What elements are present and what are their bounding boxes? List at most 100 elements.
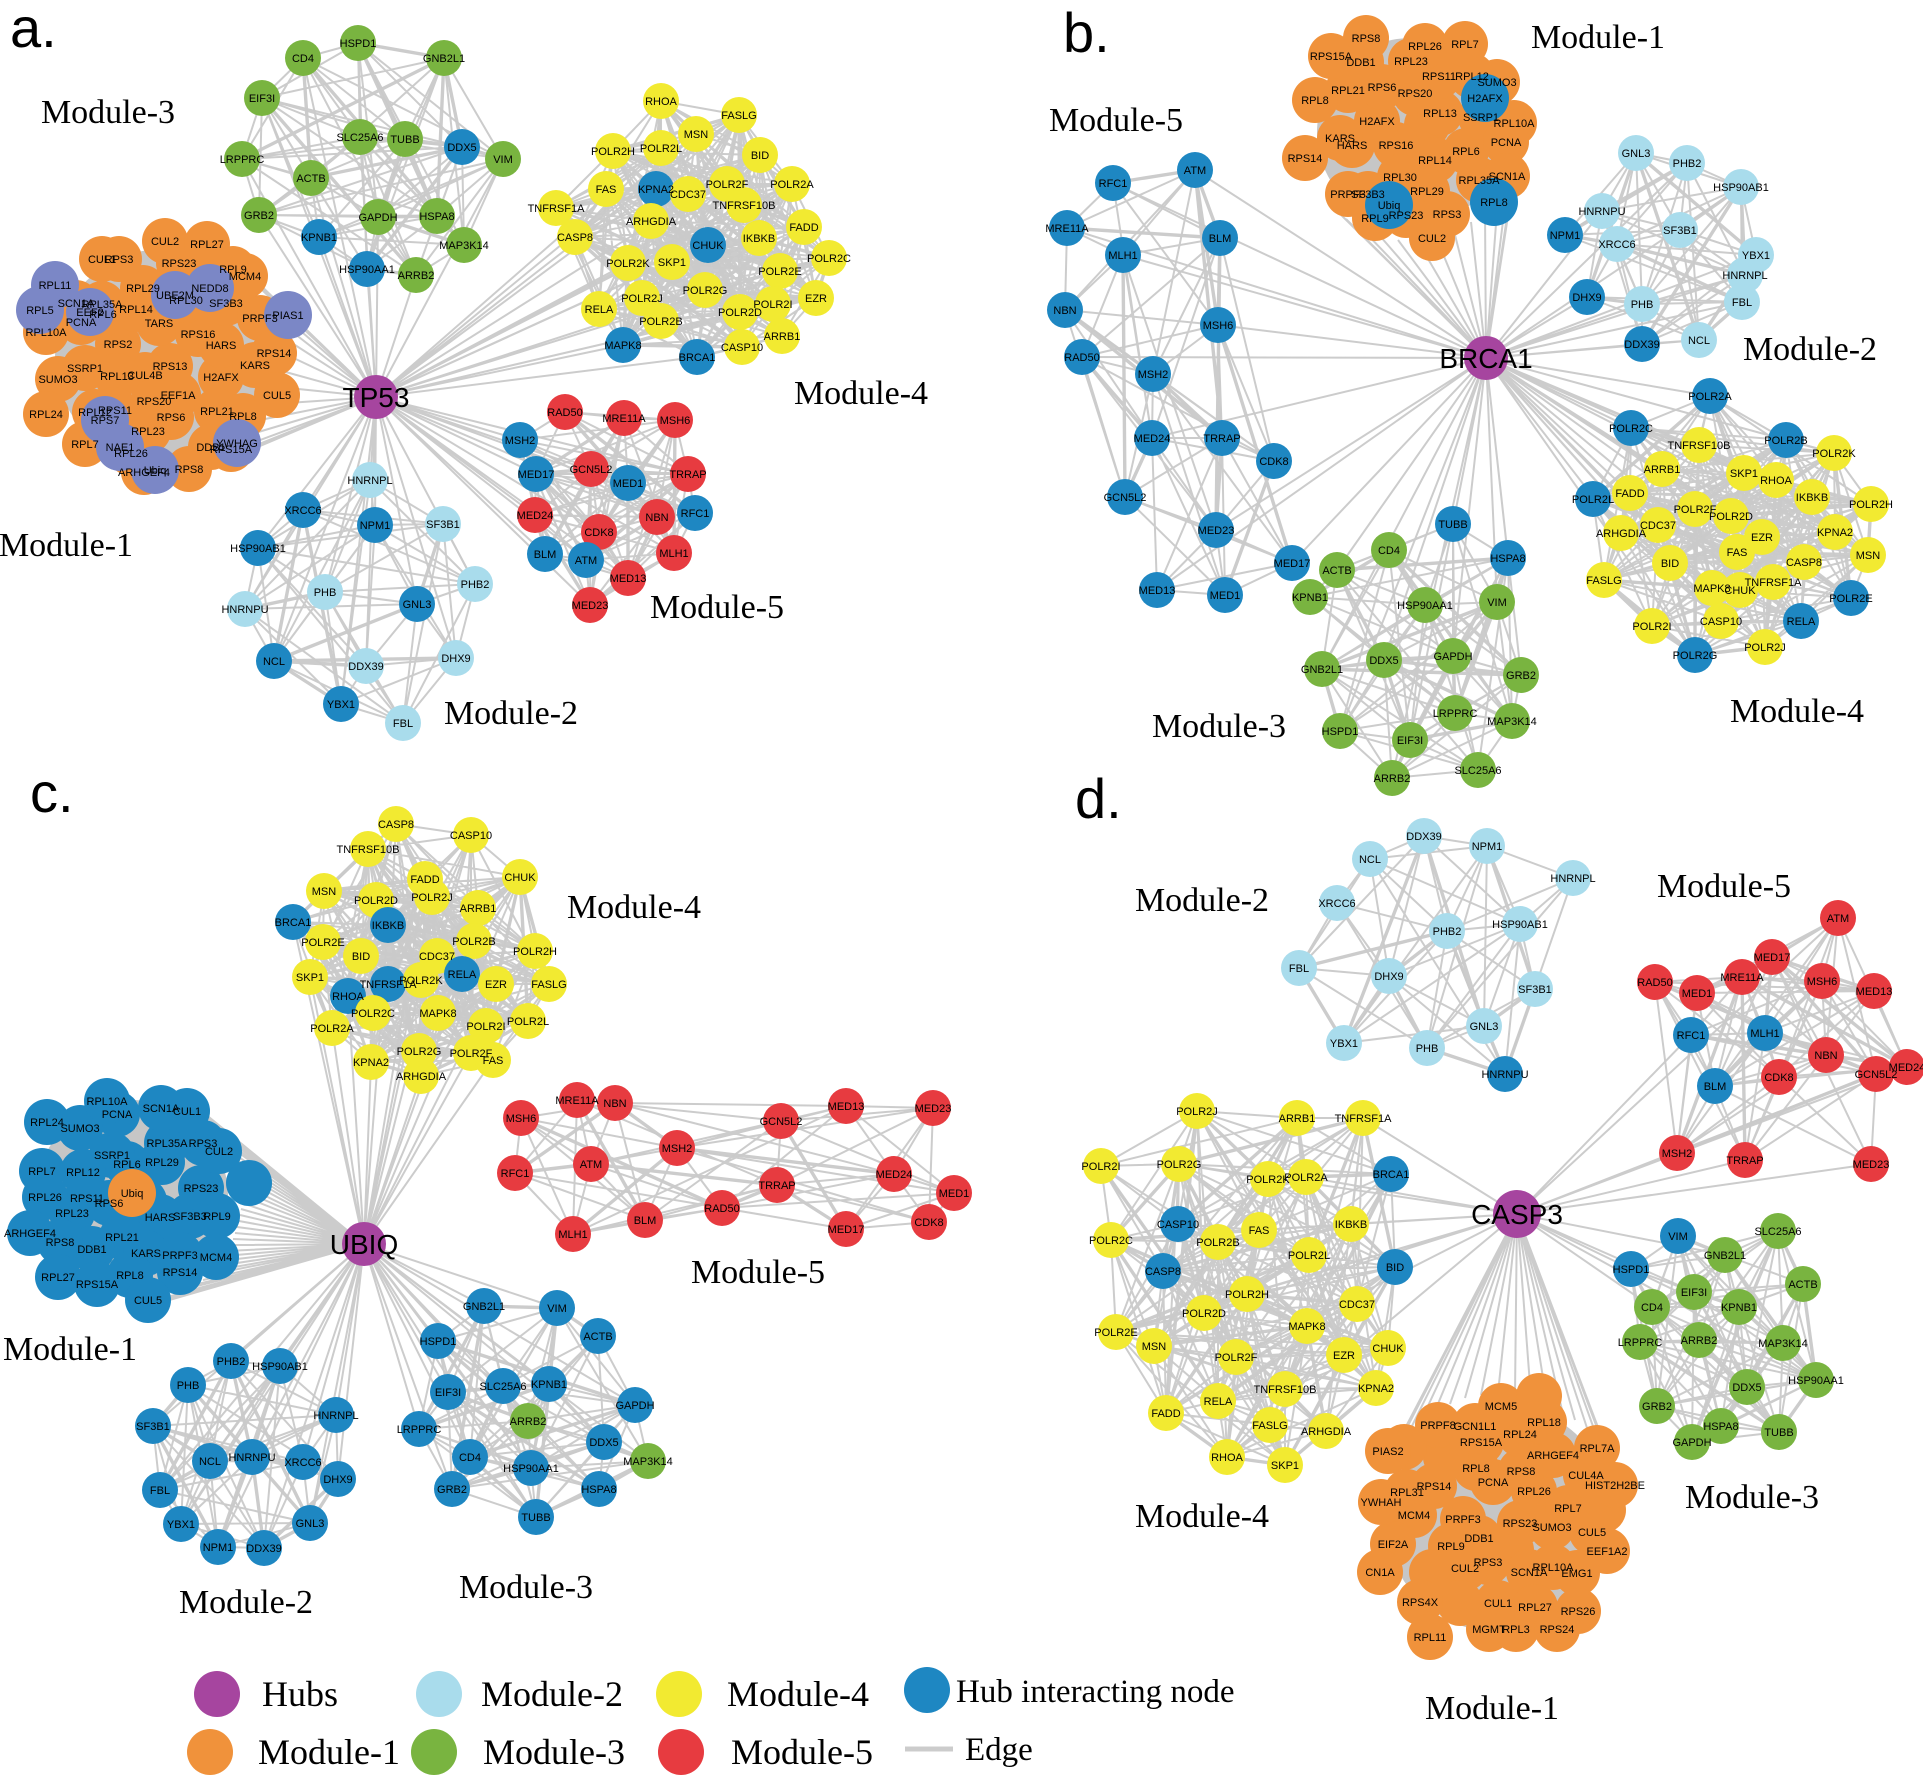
svg-text:HSP90AA1: HSP90AA1 [503, 1463, 559, 1475]
svg-text:ARRB1: ARRB1 [460, 903, 497, 915]
svg-text:BID: BID [352, 951, 370, 963]
svg-text:MSN: MSN [312, 886, 337, 898]
svg-text:BID: BID [1661, 558, 1679, 570]
svg-text:HARS: HARS [1337, 140, 1368, 152]
svg-text:CASP8: CASP8 [1786, 557, 1822, 569]
svg-text:IKBKB: IKBKB [1796, 492, 1828, 504]
svg-text:GCN5L2: GCN5L2 [1855, 1069, 1898, 1081]
svg-text:CDK8: CDK8 [1259, 456, 1288, 468]
svg-text:BID: BID [751, 150, 769, 162]
svg-text:CASP10: CASP10 [1157, 1219, 1199, 1231]
svg-text:RAD50: RAD50 [1064, 352, 1099, 364]
svg-text:NPM1: NPM1 [203, 1542, 234, 1554]
svg-text:RPL27: RPL27 [41, 1272, 75, 1284]
svg-text:HNRNPL: HNRNPL [347, 475, 392, 487]
svg-text:DDB1: DDB1 [1464, 1533, 1493, 1545]
svg-text:HNRNPL: HNRNPL [1550, 873, 1595, 885]
svg-text:YBX1: YBX1 [1742, 250, 1770, 262]
svg-text:Module-5: Module-5 [1049, 102, 1183, 139]
svg-text:DDX5: DDX5 [1369, 655, 1398, 667]
svg-text:RPS26: RPS26 [1561, 1606, 1596, 1618]
svg-text:Hubs: Hubs [262, 1674, 338, 1714]
svg-text:NEDD8: NEDD8 [191, 283, 228, 295]
svg-text:ARHGEF4: ARHGEF4 [1527, 1450, 1579, 1462]
svg-text:RELA: RELA [1204, 1396, 1233, 1408]
svg-text:CUL5: CUL5 [1578, 1527, 1606, 1539]
svg-text:POLR2A: POLR2A [310, 1023, 354, 1035]
svg-text:CUL1: CUL1 [88, 254, 116, 266]
svg-text:POLR2C: POLR2C [1609, 423, 1653, 435]
svg-text:RPL7: RPL7 [71, 439, 99, 451]
svg-text:Ubiq: Ubiq [1378, 200, 1401, 212]
svg-text:RPS8: RPS8 [46, 1237, 75, 1249]
svg-text:SSRP1: SSRP1 [1463, 112, 1499, 124]
svg-text:Ubiq: Ubiq [121, 1188, 144, 1200]
svg-text:PCNA: PCNA [66, 317, 97, 329]
svg-text:NCL: NCL [199, 1456, 221, 1468]
svg-text:POLR2L: POLR2L [1572, 494, 1614, 506]
svg-text:YWHAH: YWHAH [1361, 1497, 1402, 1509]
svg-text:TNFRSF10B: TNFRSF10B [713, 200, 776, 212]
svg-text:PRPF3: PRPF3 [1330, 189, 1365, 201]
svg-text:DHX9: DHX9 [441, 653, 470, 665]
svg-text:POLR2J: POLR2J [1744, 642, 1786, 654]
svg-text:MED24: MED24 [1889, 1062, 1923, 1074]
svg-text:GRB2: GRB2 [1642, 1401, 1672, 1413]
svg-text:Hub interacting node: Hub interacting node [956, 1674, 1235, 1710]
svg-text:RPS14: RPS14 [1417, 1481, 1452, 1493]
svg-text:GAPDH: GAPDH [1672, 1437, 1711, 1449]
svg-text:PCNA: PCNA [102, 1109, 133, 1121]
svg-text:NCL: NCL [263, 656, 285, 668]
svg-text:IKBKB: IKBKB [1335, 1219, 1367, 1231]
svg-text:BLM: BLM [534, 549, 557, 561]
svg-text:MED1: MED1 [1210, 590, 1241, 602]
svg-text:TUBB: TUBB [521, 1512, 550, 1524]
svg-text:ACTB: ACTB [296, 173, 325, 185]
svg-text:MED17: MED17 [1274, 558, 1311, 570]
svg-text:SF3B3: SF3B3 [209, 298, 243, 310]
svg-text:FADD: FADD [789, 222, 818, 234]
svg-text:MED17: MED17 [828, 1224, 865, 1236]
svg-text:SSRP1: SSRP1 [67, 363, 103, 375]
svg-text:ARHGDIA: ARHGDIA [396, 1071, 447, 1083]
svg-text:Module-4: Module-4 [1135, 1498, 1269, 1535]
svg-text:RPL7: RPL7 [1554, 1503, 1582, 1515]
svg-text:POLR2E: POLR2E [1094, 1327, 1137, 1339]
svg-text:POLR2K: POLR2K [1246, 1174, 1290, 1186]
svg-text:RPS11: RPS11 [98, 405, 132, 417]
svg-text:KPNA2: KPNA2 [1358, 1383, 1394, 1395]
svg-text:POLR2B: POLR2B [1196, 1237, 1239, 1249]
svg-text:Module-3: Module-3 [459, 1569, 593, 1606]
svg-text:PHB2: PHB2 [1673, 158, 1702, 170]
svg-text:ACTB: ACTB [1322, 565, 1351, 577]
svg-text:RPL6: RPL6 [1452, 146, 1480, 158]
svg-text:RPS15A: RPS15A [1310, 51, 1353, 63]
svg-text:POLR2K: POLR2K [399, 975, 443, 987]
svg-text:POLR2J: POLR2J [621, 293, 663, 305]
svg-text:RHOA: RHOA [332, 991, 364, 1003]
svg-text:H2AFX: H2AFX [1467, 93, 1503, 105]
svg-text:HNRNPU: HNRNPU [228, 1452, 275, 1464]
svg-text:CASP3: CASP3 [1471, 1199, 1563, 1230]
svg-text:EIF3I: EIF3I [1397, 735, 1423, 747]
svg-text:Module-5: Module-5 [731, 1732, 873, 1772]
svg-text:Module-3: Module-3 [1685, 1479, 1819, 1516]
svg-text:RPL29: RPL29 [145, 1157, 179, 1169]
svg-text:VIM: VIM [547, 1303, 567, 1315]
svg-text:Module-1: Module-1 [0, 527, 133, 564]
svg-text:GCN5L2: GCN5L2 [570, 464, 613, 476]
svg-text:BRCA1: BRCA1 [1439, 343, 1532, 374]
svg-text:ARHGDIA: ARHGDIA [1301, 1426, 1352, 1438]
svg-text:HSPA8: HSPA8 [581, 1484, 616, 1496]
svg-text:SF3B1: SF3B1 [1663, 225, 1697, 237]
svg-text:CUL2: CUL2 [151, 236, 179, 248]
svg-text:SUMO3: SUMO3 [60, 1123, 99, 1135]
svg-text:RPL9: RPL9 [1437, 1541, 1465, 1553]
svg-text:POLR2E: POLR2E [1829, 593, 1872, 605]
svg-text:EZR: EZR [805, 293, 827, 305]
svg-text:ARHGDIA: ARHGDIA [626, 216, 677, 228]
svg-text:RPL6: RPL6 [89, 309, 117, 321]
svg-text:EZR: EZR [1333, 1350, 1355, 1362]
svg-text:NAE1: NAE1 [106, 442, 135, 454]
svg-text:NCL: NCL [1359, 854, 1381, 866]
